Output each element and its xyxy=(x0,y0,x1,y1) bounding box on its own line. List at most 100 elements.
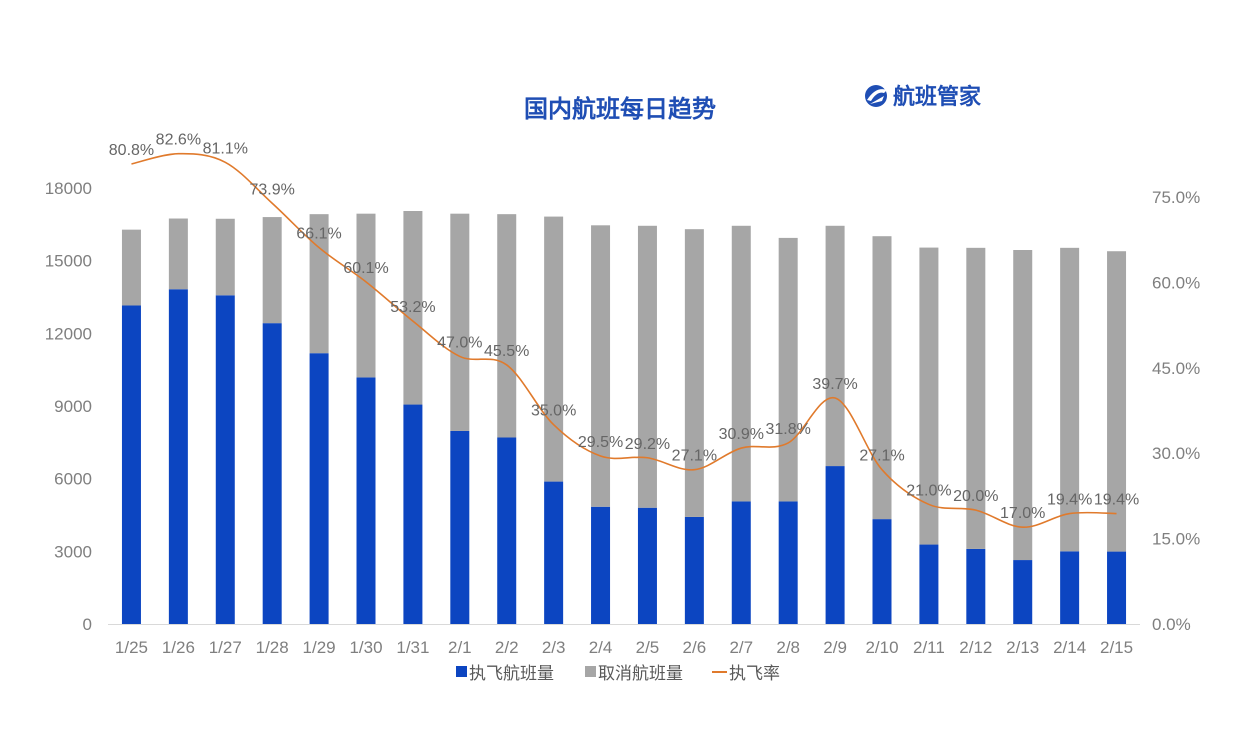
y-right-tick-label: 15.0% xyxy=(1152,530,1200,549)
x-tick-label: 2/11 xyxy=(913,638,945,657)
bar-cancelled xyxy=(966,247,986,549)
x-tick-label: 1/28 xyxy=(256,638,289,657)
x-tick-label: 1/26 xyxy=(162,638,195,657)
bar-cancelled xyxy=(778,237,798,502)
bar-executed xyxy=(121,305,141,624)
bar-executed xyxy=(497,437,517,624)
bar-executed xyxy=(262,323,282,624)
x-tick-label: 1/31 xyxy=(396,638,429,657)
bar-cancelled xyxy=(121,229,141,306)
bar-cancelled xyxy=(684,229,704,517)
bar-executed xyxy=(450,430,470,624)
y-left-tick-label: 15000 xyxy=(45,252,92,271)
bar-cancelled xyxy=(356,213,376,378)
x-tick-label: 2/9 xyxy=(823,638,847,657)
rate-data-label: 82.6% xyxy=(156,132,201,149)
legend-swatch-executed xyxy=(456,666,467,677)
x-tick-label: 1/27 xyxy=(209,638,242,657)
bar-executed xyxy=(309,353,329,624)
rate-data-label: 53.2% xyxy=(390,299,435,316)
bar-cancelled xyxy=(544,216,564,482)
bar-cancelled xyxy=(309,214,329,354)
rate-line xyxy=(131,152,1117,529)
bar-cancelled xyxy=(919,247,939,545)
bar-executed xyxy=(872,519,892,624)
y-right-tick-label: 30.0% xyxy=(1152,444,1200,463)
bar-executed xyxy=(731,501,751,624)
bar-cancelled xyxy=(1060,247,1080,552)
x-tick-label: 2/6 xyxy=(683,638,707,657)
bar-executed xyxy=(1013,560,1033,624)
y-left-tick-label: 12000 xyxy=(45,324,92,343)
y-left-tick-label: 9000 xyxy=(54,397,92,416)
rate-labels-layer: 80.8%82.6%81.1% 73.9% 66.1%60.1% 53.2% 47.0%… xyxy=(109,132,1139,522)
rate-data-label: 27.1% xyxy=(672,448,717,465)
bar-executed xyxy=(168,289,188,624)
bar-executed xyxy=(825,466,845,624)
y-right-tick-label: 45.0% xyxy=(1152,359,1200,378)
y-right-tick-label: 60.0% xyxy=(1152,273,1200,292)
x-tick-label: 1/29 xyxy=(303,638,336,657)
y-axis-left: 0 3000 6000 9000 12000 15000 18000 xyxy=(45,179,92,634)
x-tick-label: 2/10 xyxy=(865,638,898,657)
globe-plane-logo-icon xyxy=(865,85,887,107)
bar-executed xyxy=(356,377,376,624)
bar-cancelled xyxy=(403,211,423,405)
bar-cancelled xyxy=(825,225,845,467)
rate-data-label: 17.0% xyxy=(1000,505,1045,522)
bar-cancelled xyxy=(872,236,892,520)
bar-cancelled xyxy=(497,214,517,438)
bar-executed xyxy=(1060,551,1080,624)
legend-item-rate: 执飞率 xyxy=(712,664,780,684)
bar-cancelled xyxy=(1013,250,1033,561)
bar-executed xyxy=(778,501,798,624)
x-axis: 1/25 1/26 1/27 1/28 1/29 1/30 1/31 2/1 2/2 2/3 2/4… xyxy=(108,624,1140,657)
rate-data-label: 60.1% xyxy=(343,260,388,277)
bar-executed xyxy=(591,506,611,624)
y-right-tick-label: 75.0% xyxy=(1152,188,1200,207)
rate-data-label: 47.0% xyxy=(437,334,482,351)
brand-logo: 航班管家 xyxy=(865,84,982,110)
rate-data-label: 19.4% xyxy=(1094,492,1139,509)
rate-data-label: 66.1% xyxy=(296,226,341,243)
bars-layer xyxy=(121,211,1127,624)
rate-data-label: 73.9% xyxy=(249,181,294,198)
bar-cancelled xyxy=(731,225,751,502)
legend-item-cancelled: 取消航班量 xyxy=(585,664,683,684)
rate-data-label: 31.8% xyxy=(765,421,810,438)
y-left-tick-label: 6000 xyxy=(54,470,92,489)
x-tick-label: 2/3 xyxy=(542,638,566,657)
bar-executed xyxy=(684,516,704,624)
rate-line-layer xyxy=(131,152,1117,529)
legend: 执飞航班量 取消航班量 执飞率 xyxy=(456,664,780,684)
y-left-tick-label: 3000 xyxy=(54,542,92,561)
y-left-tick-label: 18000 xyxy=(45,179,92,198)
y-axis-right: 0.0% 15.0% 30.0% 45.0% 60.0% 75.0% xyxy=(1152,188,1200,634)
rate-data-label: 81.1% xyxy=(203,140,248,157)
rate-data-label: 30.9% xyxy=(719,426,764,443)
x-tick-label: 1/25 xyxy=(115,638,148,657)
x-tick-label: 2/8 xyxy=(776,638,800,657)
rate-data-label: 45.5% xyxy=(484,343,529,360)
rate-data-label: 19.4% xyxy=(1047,492,1092,509)
chart-title: 国内航班每日趋势 xyxy=(524,95,716,123)
x-tick-label: 2/7 xyxy=(729,638,753,657)
bar-cancelled xyxy=(450,213,470,431)
brand-name: 航班管家 xyxy=(893,84,982,110)
bar-executed xyxy=(919,544,939,624)
x-tick-label: 2/1 xyxy=(448,638,472,657)
bar-cancelled xyxy=(591,225,611,507)
x-tick-label: 1/30 xyxy=(349,638,382,657)
legend-label-rate: 执飞率 xyxy=(729,664,780,684)
y-left-tick-label: 0 xyxy=(83,615,92,634)
legend-label-executed: 执飞航班量 xyxy=(469,664,554,684)
x-tick-label: 2/14 xyxy=(1053,638,1086,657)
x-tick-label: 2/2 xyxy=(495,638,519,657)
x-tick-label: 2/12 xyxy=(959,638,992,657)
legend-swatch-cancelled xyxy=(585,666,596,677)
rate-data-label: 80.8% xyxy=(109,142,154,159)
legend-label-cancelled: 取消航班量 xyxy=(598,664,683,684)
bar-cancelled xyxy=(168,218,188,290)
legend-item-executed: 执飞航班量 xyxy=(456,664,554,684)
